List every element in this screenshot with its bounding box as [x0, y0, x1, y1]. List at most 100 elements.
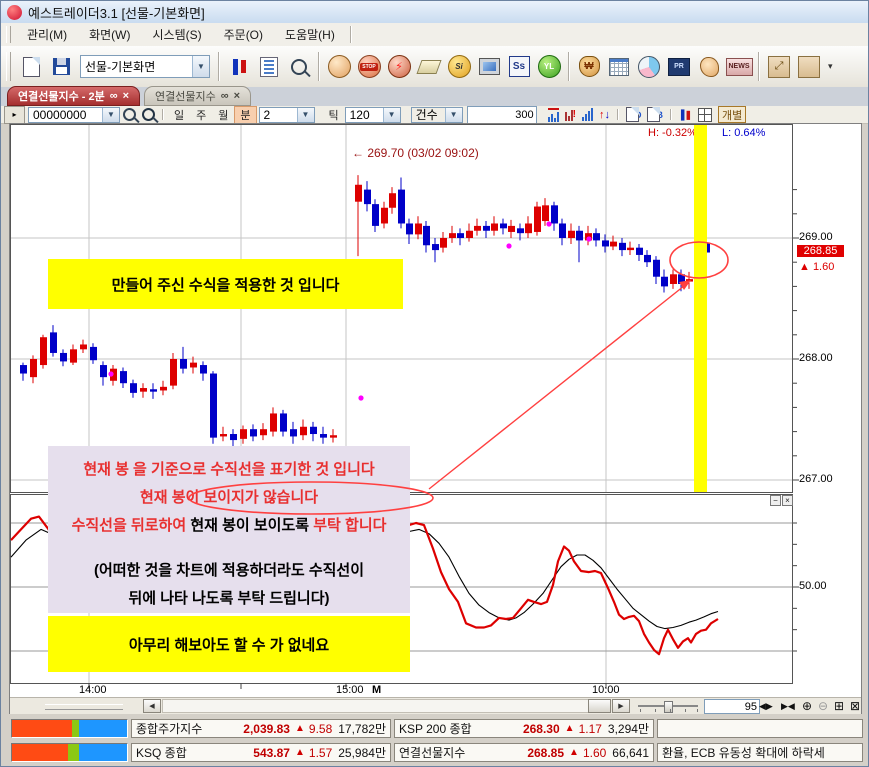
menu-order[interactable]: 주문(O)	[223, 28, 264, 42]
menu-screen[interactable]: 화면(W)	[89, 28, 131, 42]
index-change: 1.60	[582, 745, 607, 760]
close-icon[interactable]: ×	[233, 90, 241, 102]
slider-tick	[655, 709, 656, 712]
mini-candle-icon	[680, 108, 691, 121]
scrollbar-track[interactable]	[162, 699, 589, 713]
period-day[interactable]: 일	[174, 109, 185, 122]
menu-help[interactable]: 도움말(H)	[285, 28, 335, 42]
control-separator	[616, 108, 619, 121]
chevron-down-icon[interactable]: ▼	[444, 107, 462, 122]
symbol-search-button[interactable]	[120, 107, 139, 123]
menu-system[interactable]: 시스템(S)	[152, 28, 202, 42]
customer-button[interactable]	[694, 52, 724, 82]
count-input[interactable]	[466, 105, 537, 124]
si-button[interactable]: Si	[444, 52, 474, 82]
index-value: 268.85	[527, 745, 565, 760]
tab-futures-index[interactable]: 연결선물지수 ∞ ×	[144, 86, 252, 106]
strength-up-segment	[12, 744, 69, 761]
note-line-part: 부탁 합니다	[309, 517, 387, 534]
tab-futures-2min[interactable]: 연결선물지수 - 2분 ∞ ×	[7, 86, 141, 106]
portfolio-button[interactable]	[634, 52, 664, 82]
note-cannot-do: 아무리 해보아도 할 수 가 없네요	[48, 616, 410, 672]
index-change: 9.58	[308, 721, 333, 736]
person-icon	[699, 56, 719, 77]
pr-button[interactable]: PR	[664, 52, 694, 82]
index-name: 연결선물지수	[399, 746, 466, 760]
search-button[interactable]	[284, 52, 314, 82]
tv-button[interactable]	[474, 52, 504, 82]
go-end-icon[interactable]: ▶◀	[781, 701, 795, 711]
fullscreen-button[interactable]: ⤢	[764, 52, 794, 82]
calendar-search-icon	[609, 57, 629, 76]
chart-restore-button[interactable]: B	[644, 107, 666, 123]
chart-button[interactable]	[224, 52, 254, 82]
asset-button[interactable]: ₩	[574, 52, 604, 82]
order-button[interactable]	[324, 52, 354, 82]
window-title: 예스트레이더3.1 [선물-기본화면]	[28, 5, 205, 21]
news-button[interactable]: NEWS	[724, 52, 754, 82]
scrollbar-thumb[interactable]	[588, 699, 611, 713]
slider-tick	[685, 709, 686, 712]
scroll-right-button[interactable]: ▶	[612, 699, 630, 713]
symbol-nav-button[interactable]: ▸	[4, 105, 25, 124]
trend-bars-icon	[547, 107, 559, 122]
period-month[interactable]: 월	[218, 109, 229, 122]
tick-combobox[interactable]: 120 ▼	[344, 106, 401, 123]
new-screen-button[interactable]	[16, 52, 46, 82]
grid-layout-button[interactable]	[695, 107, 715, 123]
news-ticker-panel[interactable]: 환율, ECB 유동성 확대에 하락세	[657, 743, 863, 762]
clear-button[interactable]	[414, 52, 444, 82]
period-minute[interactable]: 분	[234, 105, 257, 124]
zoom-in-icon[interactable]: ⊕	[802, 699, 813, 713]
bar-width-slider[interactable]	[638, 701, 698, 713]
pane-minimize-button[interactable]: −	[770, 495, 781, 506]
line-chart-button[interactable]	[545, 107, 562, 123]
toolbar-overflow-arrow[interactable]: ▾	[828, 61, 833, 71]
period-week[interactable]: 주	[196, 109, 207, 122]
up-down-arrows-icon: ↑↓	[598, 108, 610, 121]
bar-count-input[interactable]	[704, 699, 760, 714]
chevron-down-icon[interactable]: ▼	[382, 107, 400, 122]
schedule-search-button[interactable]	[604, 52, 634, 82]
chevron-down-icon[interactable]: ▼	[102, 107, 119, 122]
zoom-out-icon[interactable]: ⊖	[818, 699, 829, 713]
scroll-left-button[interactable]: ◀	[143, 699, 161, 713]
symbol-search-plus-button[interactable]	[139, 107, 158, 123]
note-line: 수직선을 뒤로하여 현재 봉이 보이도록 부탁 합니다	[72, 512, 387, 540]
grid-window-icon[interactable]: ⊞	[834, 699, 845, 713]
candle-grid-button[interactable]	[676, 107, 695, 123]
menu-manage[interactable]: 관리(M)	[27, 28, 68, 42]
note-formula-applied: 만들어 주신 수식을 적용한 것 입니다	[48, 259, 403, 309]
count-combobox[interactable]: 건수 ▼	[410, 106, 463, 123]
blank-panel-button[interactable]	[794, 52, 824, 82]
screen-preset-combobox[interactable]: 선물-기본화면 ▼	[80, 55, 210, 78]
volume-chart-button[interactable]: !	[562, 107, 579, 123]
blue-bars-icon	[581, 107, 593, 121]
close-chart-icon[interactable]: ⊠	[850, 699, 861, 713]
chart-save-button[interactable]: D	[623, 107, 645, 123]
symbol-combobox[interactable]: 00000000 ▼	[28, 106, 120, 123]
ss-button[interactable]: Ss	[504, 52, 534, 82]
pane-close-button[interactable]: ×	[782, 495, 793, 506]
updown-button[interactable]: ↑↓	[596, 107, 613, 123]
chart-control-bar: ▸ 00000000 ▼ 일 주 월 분 2 ▼ 틱 120 ▼ 건수 ▼ ! …	[1, 105, 868, 124]
new-page-icon	[22, 56, 40, 77]
index-change: 1.17	[578, 721, 602, 736]
slider-thumb[interactable]	[664, 701, 673, 713]
close-icon[interactable]: ×	[122, 90, 130, 102]
splitter-grip[interactable]	[45, 704, 123, 710]
yl-button[interactable]: YL	[534, 52, 564, 82]
minute-combobox[interactable]: 2 ▼	[258, 106, 315, 123]
individual-button[interactable]: 개별	[717, 106, 747, 123]
candlestick-icon	[232, 58, 246, 75]
chevron-down-icon[interactable]: ▼	[296, 107, 314, 122]
save-button[interactable]	[46, 52, 76, 82]
magnifier-icon	[291, 58, 307, 75]
chevron-down-icon[interactable]: ▼	[192, 56, 209, 77]
flash-order-button[interactable]: ⚡	[384, 52, 414, 82]
toolbar-separator	[758, 52, 760, 81]
stop-order-button[interactable]: STOP	[354, 52, 384, 82]
bars-chart-button[interactable]	[579, 107, 596, 123]
step-arrows-icon[interactable]: ◀▶	[759, 701, 773, 711]
quote-board-button[interactable]	[254, 52, 284, 82]
